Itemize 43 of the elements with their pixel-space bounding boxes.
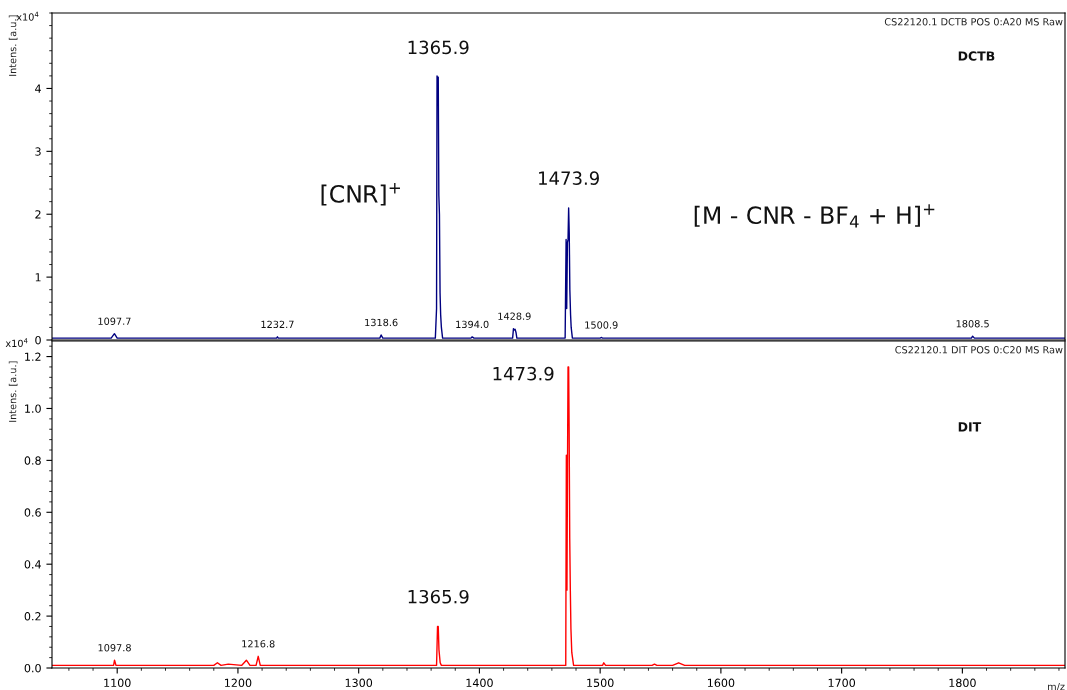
x-tick-label: 1600	[707, 678, 735, 688]
annotation: [M - CNR - BF$_{4}$ + H]$^{+}$	[694, 204, 935, 228]
y-tick-label: 0.8	[24, 456, 41, 465]
annotation: 1097.7	[98, 317, 131, 325]
annotation: 1473.9	[539, 171, 599, 185]
x-tick-label: 1700	[828, 678, 856, 688]
chart-title: CS22120.1 DIT POS 0:C20 MS Raw	[895, 346, 1063, 354]
annotation: 1428.9	[498, 312, 531, 320]
annotation: 1808.5	[956, 320, 989, 328]
x-tick-label: 1800	[949, 678, 976, 688]
y-tick-label: 4	[35, 84, 41, 93]
chart-title: CS22120.1 DCTB POS 0:A20 MS Raw	[884, 18, 1063, 26]
y-tick-label: 0.2	[24, 612, 41, 621]
x-tick-label: 1500	[587, 678, 614, 688]
annotation: 1232.7	[261, 320, 294, 329]
x-tick-label: 1400	[466, 678, 493, 688]
y-tick-label: 0	[35, 335, 41, 345]
x-tick-label: 1100	[104, 678, 131, 688]
annotation: [CNR]$^{+}$	[321, 183, 400, 206]
y-tick-label: 3	[35, 147, 41, 156]
annotation: DIT	[958, 422, 982, 432]
y-tick-label: 0.4	[24, 560, 41, 569]
annotation: 1216.8	[242, 640, 275, 648]
annotation: 1365.9	[408, 589, 469, 604]
annotation: 1473.9	[493, 366, 554, 381]
annotation: 1097.8	[98, 644, 131, 652]
text: x10$^{4}$	[5, 338, 28, 348]
x-tick-label: 1300	[345, 678, 373, 688]
y-tick-label: 0.6	[24, 508, 41, 517]
annotation: DCTB	[958, 51, 995, 61]
annotation: 1318.6	[365, 318, 398, 327]
y-axis-title: Intens. [a.u.]	[8, 361, 18, 422]
x-tick-label: 1200	[225, 678, 252, 688]
y-tick-label: 1.2	[25, 352, 41, 361]
text: x10$^{4}$	[16, 11, 39, 21]
annotation: 1500.9	[585, 321, 618, 329]
annotation: 1394.0	[456, 320, 489, 329]
annotation: 1365.9	[408, 40, 469, 55]
y-tick-label: 0.0	[24, 663, 41, 673]
y-tick-label: 2	[35, 210, 41, 219]
y-tick-label: 1.0	[25, 404, 41, 413]
y-axis-title: Intens. [a.u.]	[8, 15, 18, 76]
y-tick-label: 1	[35, 273, 41, 282]
